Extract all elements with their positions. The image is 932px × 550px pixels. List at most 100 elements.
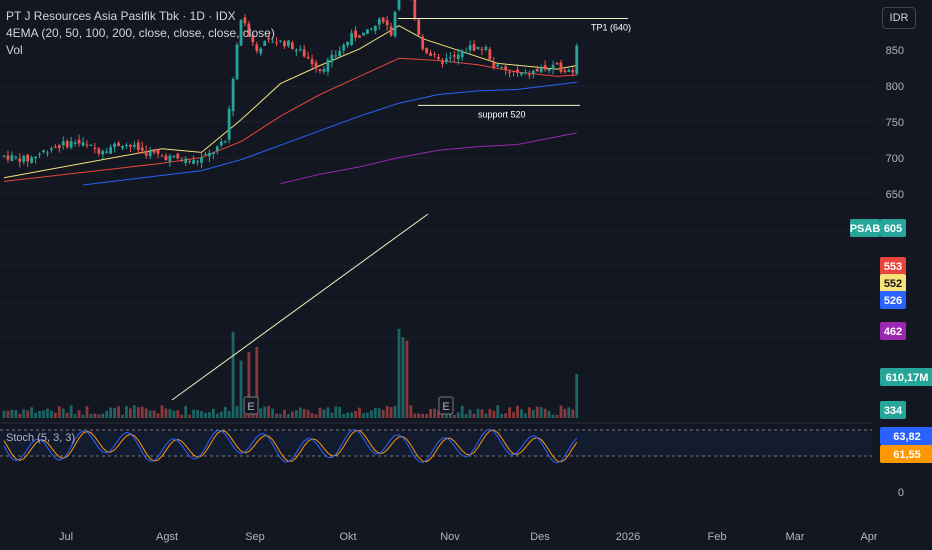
candle[interactable]: [196, 161, 199, 163]
candle[interactable]: [93, 147, 97, 149]
candle[interactable]: [140, 147, 144, 151]
candle[interactable]: [346, 41, 350, 46]
candle[interactable]: [26, 154, 30, 162]
candle[interactable]: [425, 47, 429, 54]
candle[interactable]: [559, 62, 563, 72]
candle[interactable]: [287, 40, 290, 46]
candle[interactable]: [464, 52, 468, 54]
candles[interactable]: [2, 0, 579, 169]
candle[interactable]: [527, 74, 531, 76]
candle[interactable]: [397, 0, 401, 10]
currency-button[interactable]: IDR: [882, 7, 916, 29]
candle[interactable]: [330, 54, 334, 63]
candle[interactable]: [441, 61, 444, 64]
candle[interactable]: [10, 155, 14, 161]
candle[interactable]: [460, 50, 464, 58]
candle[interactable]: [385, 20, 389, 26]
candle[interactable]: [555, 62, 559, 65]
candle[interactable]: [85, 144, 89, 146]
earnings-marker[interactable]: [243, 396, 259, 415]
candle[interactable]: [452, 55, 456, 57]
candle[interactable]: [97, 148, 101, 154]
candle[interactable]: [563, 70, 567, 73]
candle[interactable]: [73, 142, 77, 145]
candle[interactable]: [322, 68, 326, 72]
candle[interactable]: [255, 44, 259, 52]
candle[interactable]: [136, 142, 140, 150]
candle[interactable]: [200, 157, 203, 163]
candle[interactable]: [160, 155, 164, 157]
volume-indicator-label[interactable]: Vol: [6, 43, 23, 57]
candle[interactable]: [22, 155, 26, 163]
candle[interactable]: [445, 58, 448, 63]
candle[interactable]: [381, 17, 385, 22]
candle[interactable]: [377, 18, 381, 25]
candle[interactable]: [456, 54, 460, 59]
candle[interactable]: [61, 141, 65, 146]
candle[interactable]: [113, 143, 116, 148]
candle[interactable]: [259, 48, 263, 54]
candle[interactable]: [227, 108, 231, 140]
candle[interactable]: [18, 158, 22, 162]
candle[interactable]: [488, 49, 492, 60]
candle[interactable]: [413, 0, 417, 19]
candle[interactable]: [132, 144, 136, 147]
candle[interactable]: [235, 44, 239, 80]
candle[interactable]: [34, 156, 37, 159]
candle[interactable]: [211, 152, 215, 154]
candle[interactable]: [105, 151, 109, 153]
candle[interactable]: [247, 23, 251, 36]
candle[interactable]: [468, 45, 472, 51]
candle[interactable]: [30, 157, 34, 163]
candle[interactable]: [520, 72, 523, 75]
candle[interactable]: [215, 146, 219, 151]
candle[interactable]: [172, 155, 176, 157]
candle[interactable]: [184, 158, 188, 163]
candle[interactable]: [417, 19, 421, 35]
candle[interactable]: [152, 149, 156, 153]
candle[interactable]: [176, 153, 180, 159]
candle[interactable]: [294, 49, 298, 52]
candle[interactable]: [551, 64, 555, 69]
candle[interactable]: [239, 20, 243, 46]
candle[interactable]: [188, 160, 192, 162]
candle[interactable]: [290, 42, 294, 50]
candle[interactable]: [50, 148, 53, 151]
candle[interactable]: [306, 56, 310, 59]
candle[interactable]: [342, 44, 346, 51]
candle[interactable]: [480, 49, 484, 51]
candle[interactable]: [492, 62, 496, 68]
candle[interactable]: [369, 28, 373, 30]
candle[interactable]: [302, 49, 306, 57]
price-axis[interactable]: 850 800 750 700 650 0: [886, 45, 904, 499]
candle[interactable]: [129, 144, 132, 147]
candle[interactable]: [334, 55, 338, 57]
candle[interactable]: [433, 53, 436, 55]
candle[interactable]: [121, 146, 124, 149]
candle[interactable]: [148, 151, 152, 157]
candle[interactable]: [223, 141, 227, 143]
candle[interactable]: [77, 139, 81, 144]
candle[interactable]: [267, 38, 271, 40]
candle[interactable]: [504, 66, 508, 70]
stoch-indicator-label[interactable]: Stoch (5, 3, 3): [6, 432, 76, 444]
candle[interactable]: [496, 64, 500, 67]
candle[interactable]: [208, 152, 211, 157]
candle[interactable]: [231, 78, 235, 112]
candle[interactable]: [109, 146, 113, 154]
candle[interactable]: [362, 32, 365, 36]
candle[interactable]: [2, 155, 6, 157]
candle[interactable]: [516, 69, 519, 73]
candle[interactable]: [314, 62, 318, 69]
candle[interactable]: [69, 141, 73, 148]
candle[interactable]: [429, 52, 432, 56]
candle[interactable]: [219, 141, 223, 146]
candle[interactable]: [263, 41, 267, 46]
ema-indicator-label[interactable]: 4EMA (20, 50, 100, 200, close, close, cl…: [6, 26, 275, 40]
candle[interactable]: [571, 70, 575, 73]
candle[interactable]: [144, 150, 148, 156]
candle[interactable]: [539, 67, 543, 73]
candle[interactable]: [358, 35, 361, 38]
candle[interactable]: [81, 142, 85, 146]
